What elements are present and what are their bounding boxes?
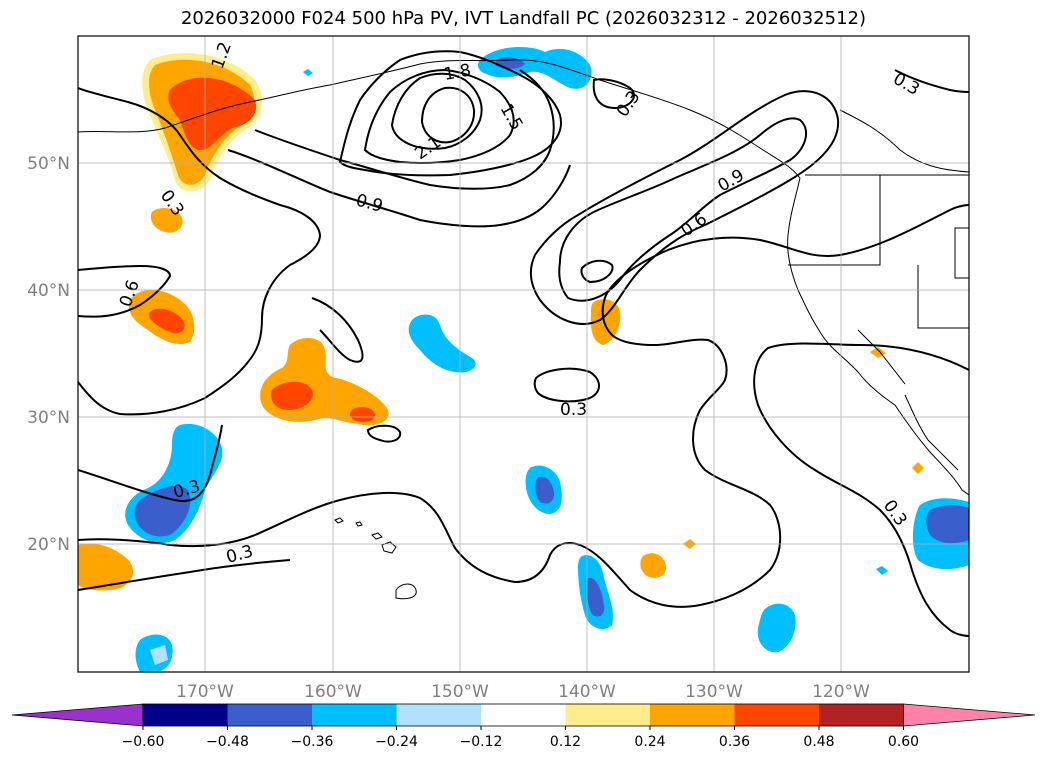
- colorbar-bin: [312, 704, 397, 726]
- colorbar-tick-label: −0.60: [122, 734, 165, 750]
- colorbar-bin: [227, 704, 313, 726]
- colorbar-tick-label: 0.24: [634, 734, 665, 750]
- colorbar-bin: [565, 704, 651, 726]
- gridlines: [78, 36, 969, 672]
- colorbar-extend-low: [11, 703, 144, 727]
- colorbar-tick-label: −0.36: [291, 734, 334, 750]
- coastlines: [78, 59, 969, 600]
- colorbar-tick-label: −0.48: [206, 734, 249, 750]
- contour-label: 0.3: [560, 400, 587, 420]
- colorbar-bin: [650, 704, 735, 726]
- lon-label: 120°W: [812, 682, 870, 702]
- colorbar-tick-label: −0.12: [460, 734, 503, 750]
- colorbar-tick-label: −0.24: [375, 734, 418, 750]
- colorbar-bin: [734, 704, 820, 726]
- colorbar-tick-label: 0.60: [888, 734, 919, 750]
- lat-label: 40°N: [27, 281, 70, 301]
- lat-label: 30°N: [27, 408, 70, 428]
- colorbar-tick-label: 0.36: [719, 734, 750, 750]
- colorbar-bin: [481, 704, 566, 726]
- lat-label: 20°N: [27, 535, 70, 555]
- colorbar-bin: [819, 704, 904, 726]
- lon-label: 140°W: [558, 682, 616, 702]
- longitude-labels: 170°W 160°W 150°W 140°W 130°W 120°W: [176, 682, 870, 702]
- lon-label: 170°W: [176, 682, 234, 702]
- colorbar-tick-label: 0.48: [803, 734, 834, 750]
- colorbar-bin: [396, 704, 482, 726]
- colorbar: −0.60 −0.48 −0.36 −0.24 −0.12 0.12 0.24 0.36 0.4…: [11, 703, 1036, 750]
- contour-label: 1.8: [442, 61, 472, 85]
- lon-label: 150°W: [431, 682, 489, 702]
- colorbar-bin: [143, 704, 228, 726]
- lon-label: 160°W: [304, 682, 362, 702]
- colorbar-tick-label: 0.12: [550, 734, 581, 750]
- lat-label: 50°N: [27, 154, 70, 174]
- map-panel: 1.2 1.8 1.5 2.1 0.3 0.3 0.3 0.9 0.9 0.6 …: [77, 35, 970, 673]
- latitude-labels: 50°N 40°N 30°N 20°N: [27, 154, 70, 555]
- lon-label: 130°W: [685, 682, 743, 702]
- map-title: 2026032000 F024 500 hPa PV, IVT Landfall…: [180, 8, 867, 29]
- pv-negative-shading: [125, 47, 969, 672]
- pv-contours: [78, 50, 969, 637]
- colorbar-extend-high: [903, 703, 1036, 727]
- map-frame: [77, 35, 970, 673]
- colorbar-frame: [142, 703, 904, 727]
